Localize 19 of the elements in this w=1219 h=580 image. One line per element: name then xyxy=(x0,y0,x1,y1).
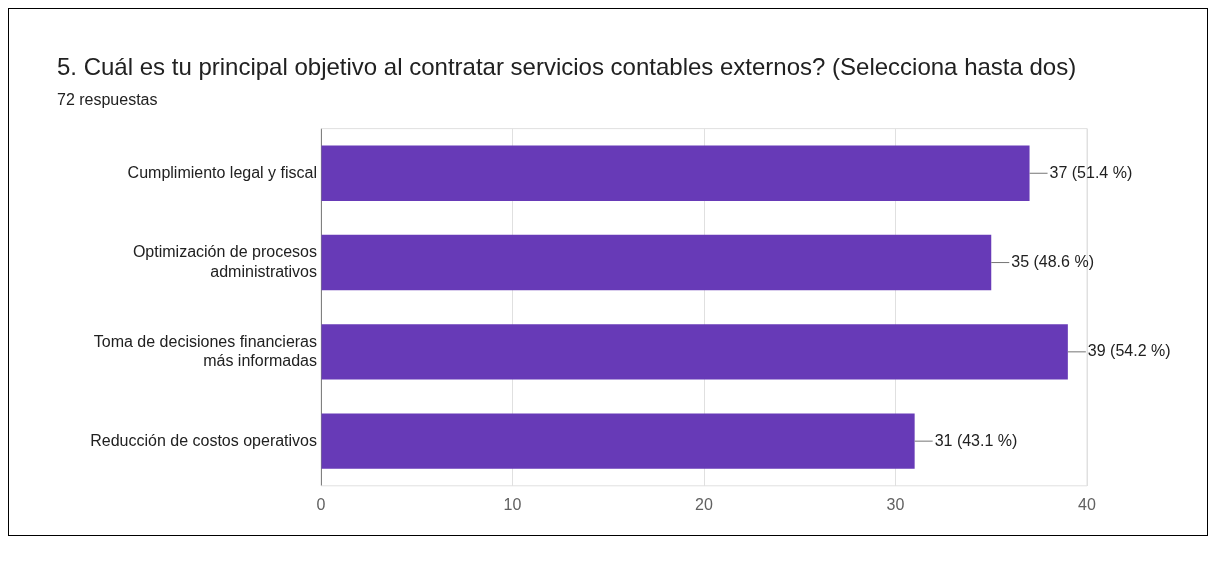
chart-title: 5. Cuál es tu principal objetivo al contratar servicios contables externos? (Selecciona hasta dos) xyxy=(57,53,1078,81)
data-label: 37 (51.4 %) xyxy=(1049,163,1133,181)
bar xyxy=(321,145,1030,201)
bar xyxy=(321,234,992,291)
x-tick-label: 40 xyxy=(1078,495,1096,513)
x-tick-label: 20 xyxy=(695,495,713,513)
bar xyxy=(321,324,1068,380)
bar xyxy=(321,413,915,469)
data-label: 35 (48.6 %) xyxy=(1011,252,1094,270)
y-tick-label: Toma de decisiones financieras más informadas xyxy=(93,332,317,369)
text: 72 respuestas xyxy=(57,91,159,109)
data-label: 39 (54.2 %) xyxy=(1087,342,1171,360)
x-tick-label: 30 xyxy=(886,495,905,513)
y-tick-label: Cumplimiento legal y fiscal xyxy=(127,163,317,181)
x-tick-label: 10 xyxy=(503,495,522,513)
data-label: 31 (43.1 %) xyxy=(934,431,1018,449)
x-tick-label: 0 xyxy=(316,495,326,513)
y-tick-label: Reducción de costos operativos xyxy=(90,431,317,449)
y-tick-label: Optimización de procesos administrativos xyxy=(132,243,317,280)
